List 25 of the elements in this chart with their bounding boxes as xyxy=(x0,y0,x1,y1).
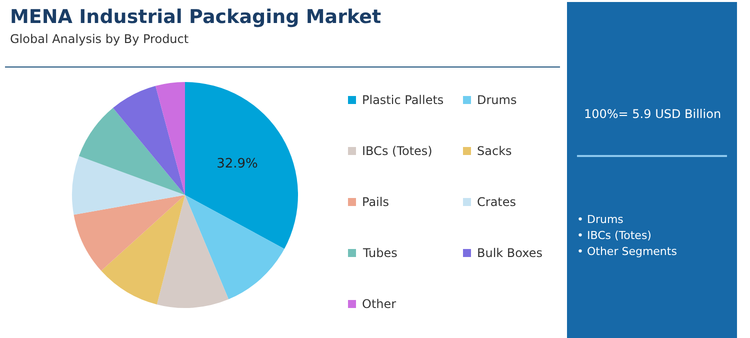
chart-title: MENA Industrial Packaging Market xyxy=(10,6,382,28)
legend-label: Bulk Boxes xyxy=(477,246,543,260)
pie-slice xyxy=(185,195,284,300)
legend-label: Tubes xyxy=(362,246,398,260)
legend-label: Drums xyxy=(477,93,517,107)
pie-slice xyxy=(156,82,185,195)
pie-slice xyxy=(185,82,298,249)
data-label: 32.9% xyxy=(216,156,258,172)
text: • Drums xyxy=(577,213,624,226)
pie-slice xyxy=(72,156,185,215)
pie-slice xyxy=(156,195,229,308)
chart-subtitle: Global Analysis by By Product xyxy=(10,32,189,46)
text: • IBCs (Totes) xyxy=(577,229,652,242)
pie-slice xyxy=(101,195,185,304)
legend-label: Crates xyxy=(477,195,516,209)
legend-label: IBCs (Totes) xyxy=(362,144,432,158)
pie-slice xyxy=(112,86,185,195)
text: 100%= 5.9 USD Billion xyxy=(584,107,722,121)
pie-slice xyxy=(74,195,185,271)
pie-slice xyxy=(78,108,185,195)
legend-label: Sacks xyxy=(477,144,512,158)
legend-label: Plastic Pallets xyxy=(362,93,444,107)
text: • Other Segments xyxy=(577,245,678,258)
legend-label: Other xyxy=(362,297,396,311)
legend-label: Pails xyxy=(362,195,389,209)
